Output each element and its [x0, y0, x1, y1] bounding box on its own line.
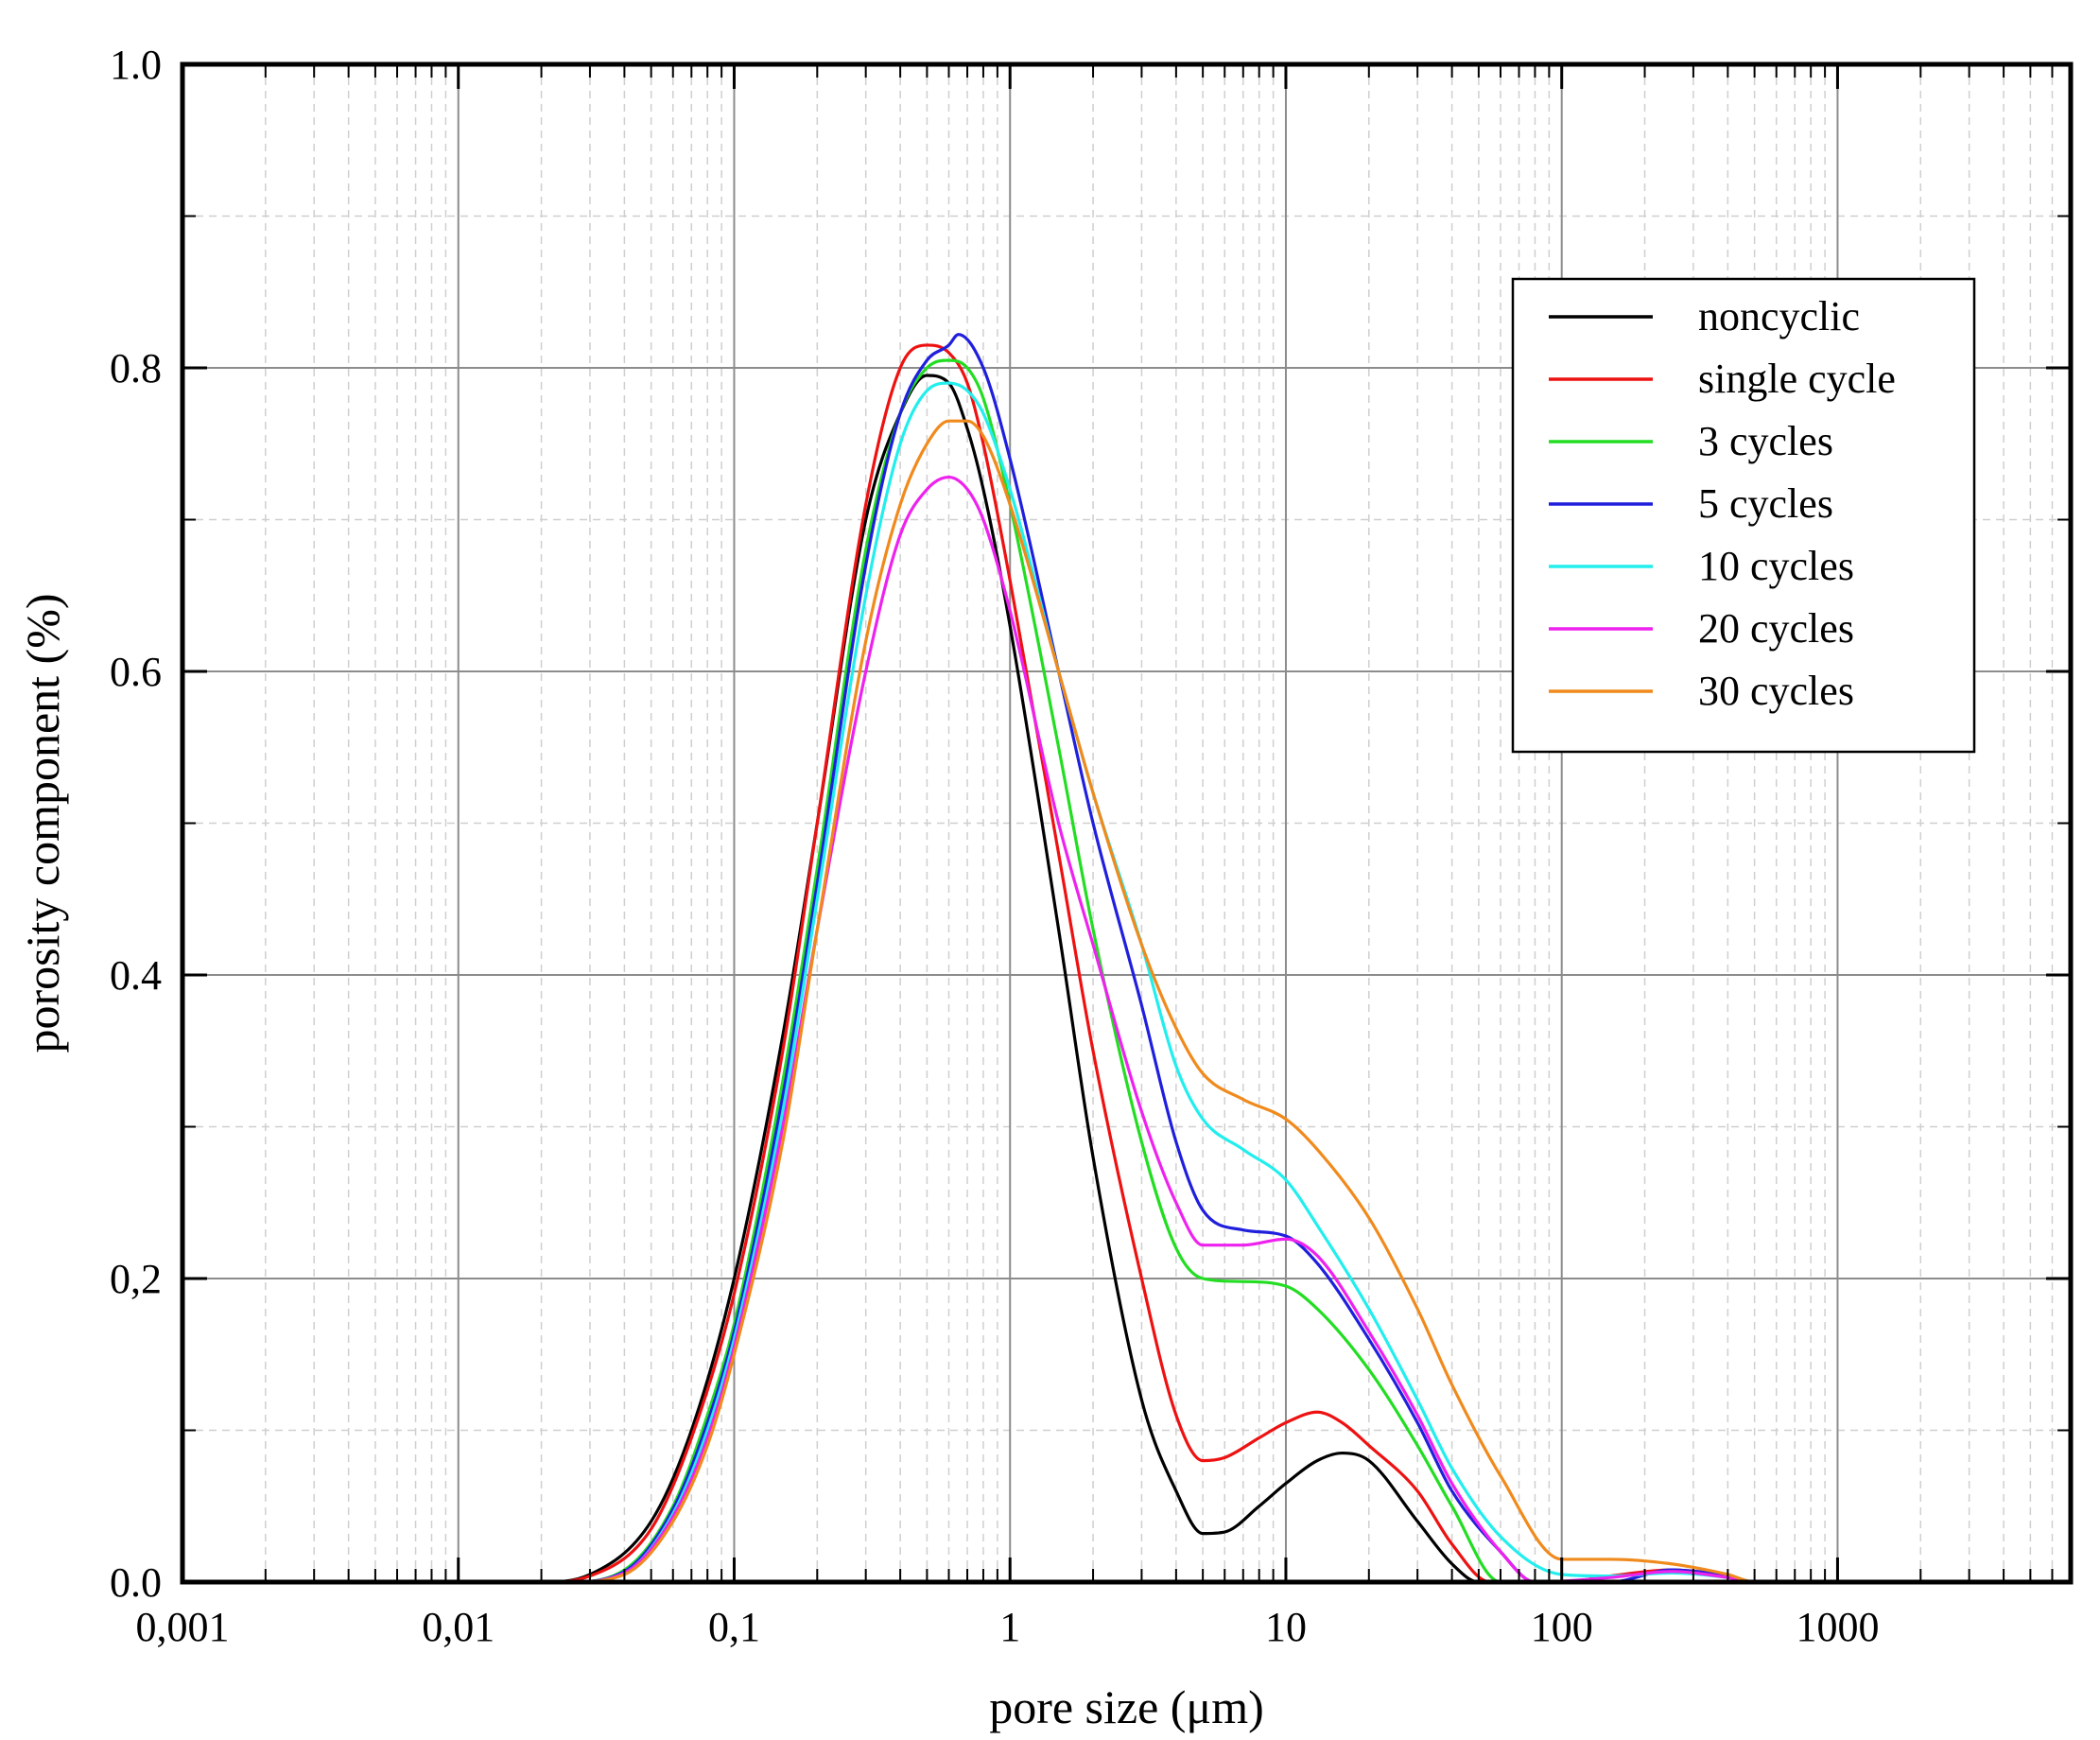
y-tick-label: 0.4 — [110, 952, 162, 999]
legend-label-3-cycles: 3 cycles — [1698, 418, 1833, 464]
y-tick-label: 0.6 — [110, 649, 162, 695]
y-tick-labels: 0.0 0,2 0.4 0.6 0.8 1.0 — [110, 42, 162, 1606]
series-lines — [431, 333, 2071, 1584]
x-tick-label: 100 — [1531, 1604, 1593, 1650]
x-tick-labels: 0,001 0,01 0,1 1 10 100 1000 — [136, 1604, 1880, 1650]
legend: noncyclic single cycle 3 cycles 5 cycles 10 … — [1511, 277, 1976, 754]
x-axis-title: pore size (μm) — [989, 1680, 1264, 1733]
y-tick-label: 1.0 — [110, 42, 162, 88]
y-tick-label: 0.0 — [110, 1559, 162, 1606]
x-tick-label: 0,001 — [136, 1604, 230, 1650]
x-tick-label: 10 — [1265, 1604, 1307, 1650]
y-tick-label: 0,2 — [110, 1256, 162, 1302]
legend-label-20-cycles: 20 cycles — [1698, 605, 1854, 652]
x-tick-label: 0,1 — [708, 1604, 760, 1650]
series-line-3-cycles — [431, 358, 2071, 1584]
series-line-30-cycles — [431, 419, 2071, 1584]
legend-label-10-cycles: 10 cycles — [1698, 543, 1854, 589]
x-tick-label: 1000 — [1796, 1604, 1879, 1650]
legend-label-30-cycles: 30 cycles — [1698, 668, 1854, 714]
legend-box — [1511, 277, 1976, 754]
legend-label-noncyclic: noncyclic — [1698, 293, 1860, 339]
y-axis-title: porosity component (%) — [16, 593, 69, 1053]
series-line-noncyclic — [431, 374, 2071, 1584]
axis-ticks — [181, 62, 2072, 1584]
x-tick-label: 1 — [999, 1604, 1020, 1650]
y-tick-label: 0.8 — [110, 345, 162, 392]
legend-label-5-cycles: 5 cycles — [1698, 480, 1833, 527]
x-tick-label: 0,01 — [422, 1604, 495, 1650]
minor-gridlines — [182, 64, 2072, 1582]
legend-label-single-cycle: single cycle — [1698, 356, 1896, 402]
